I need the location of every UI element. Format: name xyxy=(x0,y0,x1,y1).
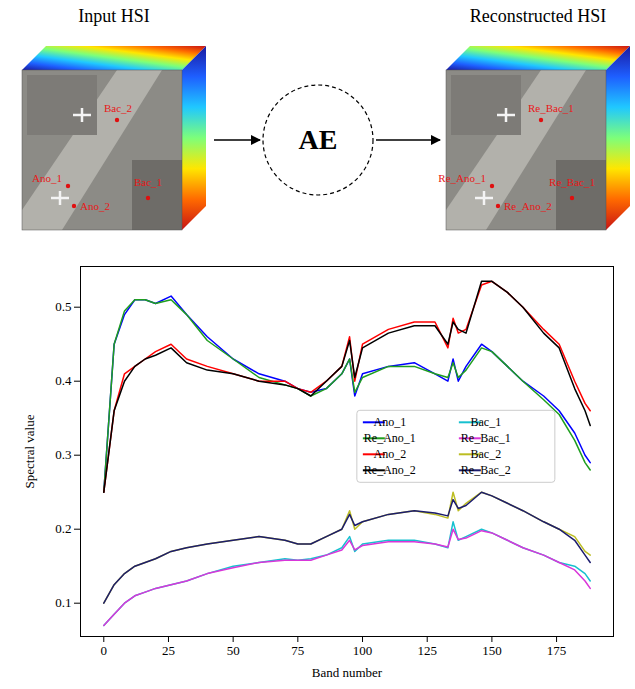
svg-text:50: 50 xyxy=(227,643,240,658)
svg-text:Reconstructed HSI: Reconstructed HSI xyxy=(470,6,606,26)
svg-text:0.4: 0.4 xyxy=(55,373,72,388)
svg-text:0.5: 0.5 xyxy=(55,299,71,314)
svg-text:Re_Ano_2: Re_Ano_2 xyxy=(504,200,552,212)
svg-text:AE: AE xyxy=(299,124,338,155)
svg-text:125: 125 xyxy=(417,643,437,658)
svg-text:75: 75 xyxy=(291,643,304,658)
svg-text:25: 25 xyxy=(162,643,175,658)
svg-text:Ano_1: Ano_1 xyxy=(374,415,407,429)
svg-text:Band number: Band number xyxy=(312,665,383,680)
svg-text:Bac_1: Bac_1 xyxy=(471,415,502,429)
svg-text:Re_Bac_2: Re_Bac_2 xyxy=(461,463,511,477)
svg-text:Re_Bac_1: Re_Bac_1 xyxy=(461,431,511,445)
svg-text:Bac_2: Bac_2 xyxy=(471,447,502,461)
svg-text:Spectral value: Spectral value xyxy=(22,414,37,488)
svg-text:Re_Bac_1: Re_Bac_1 xyxy=(549,176,595,188)
svg-text:175: 175 xyxy=(547,643,567,658)
svg-text:Re_Bac_1: Re_Bac_1 xyxy=(528,102,574,114)
svg-text:Re_Ano_1: Re_Ano_1 xyxy=(364,431,416,445)
svg-text:0.1: 0.1 xyxy=(55,595,71,610)
svg-text:0.2: 0.2 xyxy=(55,521,71,536)
svg-text:Input HSI: Input HSI xyxy=(78,6,150,26)
svg-text:Re_Ano_1: Re_Ano_1 xyxy=(438,172,486,184)
svg-text:150: 150 xyxy=(482,643,502,658)
svg-text:Re_Ano_2: Re_Ano_2 xyxy=(364,463,416,477)
svg-text:100: 100 xyxy=(353,643,373,658)
svg-text:Ano_2: Ano_2 xyxy=(374,447,407,461)
svg-text:Bac_2: Bac_2 xyxy=(104,102,132,114)
svg-text:Ano_1: Ano_1 xyxy=(32,172,62,184)
svg-text:0: 0 xyxy=(101,643,108,658)
svg-text:0.3: 0.3 xyxy=(55,447,71,462)
svg-text:Ano_2: Ano_2 xyxy=(80,200,110,212)
svg-text:Bac_1: Bac_1 xyxy=(134,176,162,188)
